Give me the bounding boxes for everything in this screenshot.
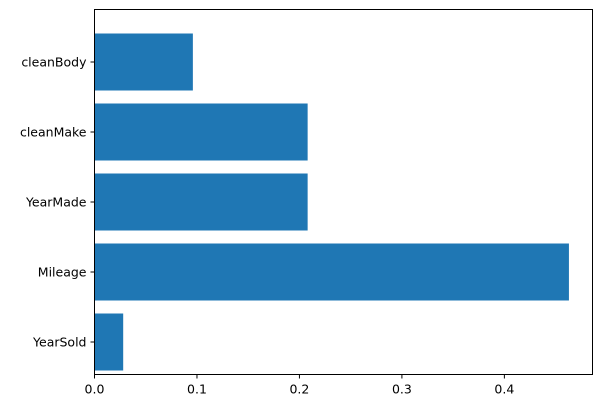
x-tick-label-2: 0.2 <box>289 382 309 397</box>
y-tick-label-mileage: Mileage <box>38 265 87 280</box>
x-tick-label-3: 0.3 <box>392 382 412 397</box>
y-tick-label-yearsold: YearSold <box>32 335 86 350</box>
y-tick-label-cleanmake: cleanMake <box>20 125 87 140</box>
bars-group <box>94 33 569 371</box>
y-tick-label-cleanbody: cleanBody <box>21 55 87 70</box>
x-axis-ticks: 0.0 0.1 0.2 0.3 0.4 <box>85 374 514 397</box>
y-axis-ticks: YearSold Mileage YearMade cleanMake cleanBod… <box>20 55 95 350</box>
x-tick-label-0: 0.0 <box>85 382 105 397</box>
x-tick-label-4: 0.4 <box>494 382 514 397</box>
bar-yearsold <box>94 313 124 371</box>
bar-mileage <box>94 243 569 301</box>
y-tick-label-yearmade: YearMade <box>25 195 87 210</box>
bar-cleanbody <box>94 33 193 91</box>
plot-frame <box>94 9 593 375</box>
x-tick-label-1: 0.1 <box>187 382 207 397</box>
bar-cleanmake <box>94 103 308 161</box>
bar-yearmade <box>94 173 308 231</box>
